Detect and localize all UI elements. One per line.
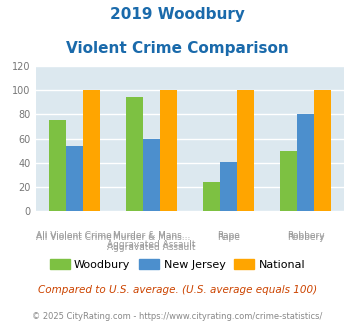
Bar: [160, 90, 177, 211]
Text: All Violent Crime: All Violent Crime: [36, 231, 112, 240]
Bar: [66, 146, 83, 211]
Text: Robbery: Robbery: [287, 233, 324, 242]
Text: Aggravated Assault: Aggravated Assault: [107, 243, 196, 251]
Bar: [83, 90, 100, 211]
Bar: [297, 115, 314, 211]
Text: All Violent Crime: All Violent Crime: [36, 233, 112, 242]
Text: Violent Crime Comparison: Violent Crime Comparison: [66, 41, 289, 56]
Bar: [49, 120, 66, 211]
Text: Compared to U.S. average. (U.S. average equals 100): Compared to U.S. average. (U.S. average …: [38, 285, 317, 295]
Text: © 2025 CityRating.com - https://www.cityrating.com/crime-statistics/: © 2025 CityRating.com - https://www.city…: [32, 312, 323, 321]
Text: Aggravated Assault: Aggravated Assault: [107, 240, 196, 249]
Bar: [143, 139, 160, 211]
Text: Murder & Mans...: Murder & Mans...: [113, 231, 190, 240]
Bar: [203, 182, 220, 211]
Bar: [220, 162, 237, 211]
Text: Robbery: Robbery: [287, 231, 324, 240]
Bar: [237, 90, 254, 211]
Bar: [280, 151, 297, 211]
Bar: [314, 90, 331, 211]
Text: 2019 Woodbury: 2019 Woodbury: [110, 7, 245, 21]
Text: Murder & Mans...: Murder & Mans...: [113, 233, 190, 242]
Bar: [126, 97, 143, 211]
Legend: Woodbury, New Jersey, National: Woodbury, New Jersey, National: [45, 255, 310, 274]
Text: Rape: Rape: [217, 231, 240, 240]
Text: Rape: Rape: [217, 233, 240, 242]
